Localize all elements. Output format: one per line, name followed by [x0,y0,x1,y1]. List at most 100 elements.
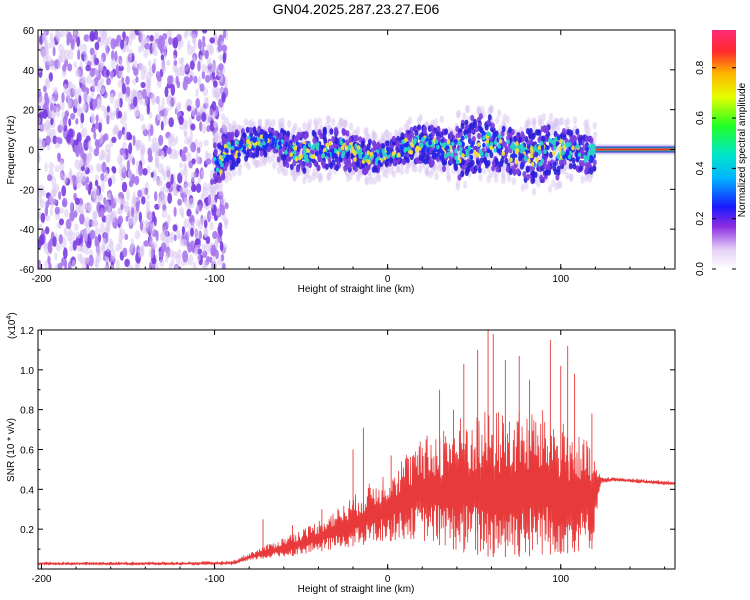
noise-cell [120,203,124,211]
signal-halo-cell [580,175,585,184]
signal-cell [584,135,589,142]
noise-cell [125,215,129,222]
signal-cell [272,147,277,154]
noise-cell [86,95,92,103]
noise-cell [79,213,85,225]
y-tick-label: 0 [28,146,34,157]
noise-cell [121,83,126,95]
colorbar-gradient [712,30,736,269]
signal-halo-cell [271,119,276,127]
noise-cell [141,196,146,205]
signal-cell [556,165,561,172]
noise-cell [191,33,197,45]
signal-core-cell [404,137,408,143]
signal-core-cell [571,145,575,151]
noise-cell [100,173,105,181]
signal-core-cell [469,154,474,160]
signal-core-cell [341,150,346,156]
signal-core-cell [223,157,228,163]
noise-cell [173,206,177,217]
signal-core-cell [379,153,384,159]
noise-cell [64,110,70,118]
noise-cell [139,221,144,231]
noise-cell [218,54,223,61]
noise-cell [202,35,206,43]
noise-cell [188,253,194,266]
noise-cell [187,228,191,239]
noise-cell [100,56,104,68]
noise-cell [44,205,49,217]
noise-cell [57,60,61,70]
noise-cell [134,175,140,186]
signal-halo-cell [500,169,506,178]
noise-cell [215,105,219,115]
signal-cell [533,171,538,178]
noise-cell [44,162,48,172]
noise-cell [95,252,100,264]
signal-core-cell [401,139,405,145]
noise-cell [127,169,133,178]
signal-core-cell [243,149,247,155]
noise-cell [191,246,196,253]
noise-cell [141,187,146,197]
signal-halo-cell [393,129,399,138]
signal-halo-cell [478,173,483,182]
noise-cell [104,264,108,269]
signal-cell [324,163,329,170]
noise-cell [94,41,100,51]
signal-core-cell [498,138,503,144]
signal-core-cell [492,133,497,139]
signal-cell [346,151,351,158]
signal-core-cell [537,145,542,150]
signal-core-cell [464,134,469,140]
noise-cell [81,84,87,93]
noise-cell [75,202,81,214]
noise-cell [166,214,171,225]
signal-cell [332,142,337,150]
y-tick-label: 40 [23,66,35,77]
noise-cell [150,93,156,104]
noise-cell [94,67,99,78]
noise-cell [46,42,53,49]
signal-core-cell [256,137,261,142]
signal-core-cell [515,141,519,147]
signal-halo-cell [281,167,286,176]
x-tick-label: -200 [31,574,51,585]
noise-cell [196,115,201,122]
signal-core-cell [347,144,352,150]
noise-cell [159,258,165,268]
noise-cell [38,184,45,192]
noise-cell [102,237,107,248]
noise-cell [106,149,112,158]
noise-cell [205,236,211,245]
noise-cell [132,135,136,147]
noise-cell [117,207,122,215]
signal-core-cell [284,150,288,156]
signal-halo-cell [531,120,536,129]
noise-cell [69,228,73,237]
y-tick-label: 1.2 [20,326,34,337]
noise-cell [64,208,69,218]
noise-cell [128,216,133,226]
noise-cell [127,151,132,163]
noise-cell [115,63,119,76]
signal-core-cell [443,153,448,159]
noise-cell [60,54,66,63]
signal-cell [372,165,377,172]
noise-cell [183,218,189,229]
noise-cell [205,113,211,125]
signal-core-cell [454,155,458,161]
signal-core-cell [482,142,486,148]
noise-cell [84,153,90,165]
noise-cell [204,49,209,60]
signal-halo-cell [428,170,433,179]
signal-core-cell [459,146,463,152]
noise-cell [59,172,64,180]
noise-cell [117,130,122,140]
noise-cell [140,69,146,81]
signal-cell [470,114,475,122]
signal-core-cell [585,146,589,152]
noise-cell [114,50,118,62]
signal-core-cell [238,144,243,150]
noise-cell [120,39,125,50]
